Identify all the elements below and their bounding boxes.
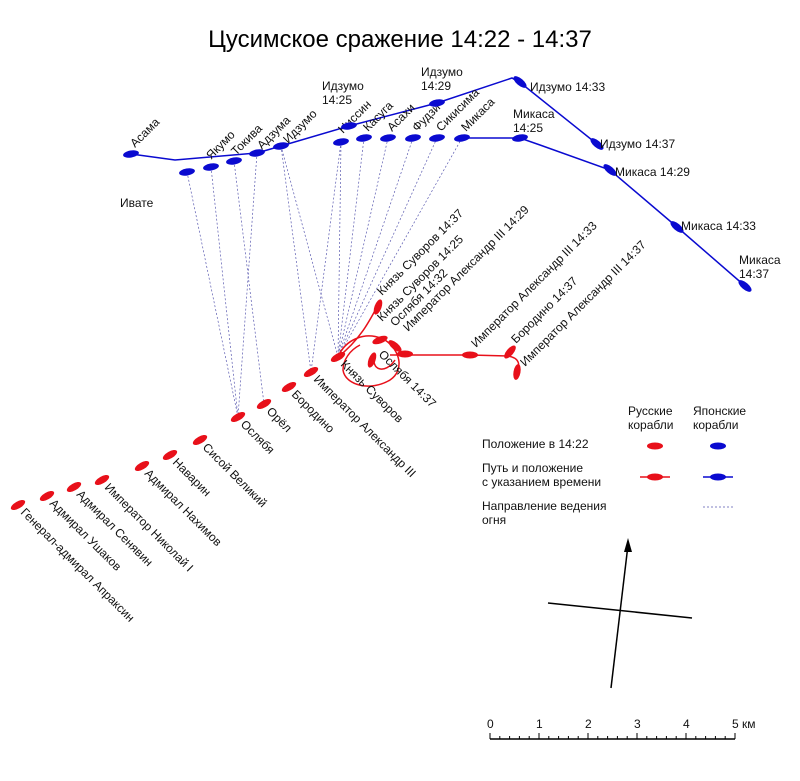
japanese-ship-marker xyxy=(405,134,421,142)
compass-north-south-line xyxy=(610,544,629,689)
russian-track-marker xyxy=(462,351,478,359)
fire-line xyxy=(337,137,389,358)
japanese-track-label: Идзумо 14:25 xyxy=(322,79,364,107)
japanese-track-marker xyxy=(512,134,528,142)
japanese-track-marker xyxy=(341,122,357,130)
russian-ship-marker xyxy=(330,351,346,363)
russian-track-marker xyxy=(397,350,413,358)
fire-line xyxy=(186,171,239,418)
legend: Русские корабли Японские корабли Положение в… xyxy=(482,404,746,527)
legend-col-russian: Русские корабли xyxy=(628,404,673,432)
russian-track-marker xyxy=(367,352,377,368)
legend-track: Путь и положение с указанием времени xyxy=(482,461,601,489)
russian-ship-marker xyxy=(66,481,82,493)
fire-line xyxy=(237,152,258,418)
russian-ship-marker xyxy=(192,434,208,446)
compass xyxy=(547,538,693,689)
russian-ship-marker xyxy=(256,398,272,410)
russian-ship-marker xyxy=(94,474,110,486)
japanese-track-marker xyxy=(513,76,527,88)
diagram-title: Цусимское сражение 14:22 - 14:37 xyxy=(208,26,592,53)
fire-line xyxy=(233,160,265,405)
scale-bar: 0 1 2 3 4 5 км xyxy=(487,717,756,740)
russian-ship-marker xyxy=(134,460,150,472)
legend-col-japanese: Японские корабли xyxy=(693,404,746,432)
russian-ship-marker xyxy=(10,499,26,511)
russian-ship-label: Орёл xyxy=(264,404,295,435)
japanese-ship-marker xyxy=(123,150,139,158)
legend-position: Положение в 14:22 xyxy=(482,437,589,451)
russian-ship-marker xyxy=(303,366,319,378)
fire-lines xyxy=(186,137,463,418)
russian-ship-marker xyxy=(281,381,297,393)
japanese-ship-marker xyxy=(249,149,265,157)
legend-fire: Направление ведения огня xyxy=(482,499,606,527)
legend-russian-marker xyxy=(647,442,663,450)
japanese-track-label: Идзумо 14:37 xyxy=(600,137,675,151)
japanese-ship-marker xyxy=(454,134,470,142)
japanese-track-marker xyxy=(670,221,684,233)
russian-ship-label: Сисой Великий xyxy=(200,440,270,510)
north-arrow-icon xyxy=(624,538,632,552)
japanese-track-label: Микаса 14:25 xyxy=(513,107,555,135)
russian-track-marker xyxy=(373,299,383,315)
scale-tick-label: 3 xyxy=(634,717,641,731)
japanese-ship-marker xyxy=(226,157,242,165)
russian-track-marker xyxy=(388,340,402,352)
fire-line xyxy=(280,145,312,373)
japanese-ship-marker xyxy=(333,138,349,146)
japanese-track-label: Микаса 14:29 xyxy=(615,165,690,179)
japanese-track-label: Идзумо 14:29 xyxy=(421,65,463,93)
russian-track-marker xyxy=(513,364,521,380)
russian-track xyxy=(337,304,520,387)
scale-tick-label: 1 xyxy=(536,717,543,731)
fire-line xyxy=(310,141,342,373)
mikasa-track xyxy=(462,137,746,287)
legend-russian-track-marker xyxy=(647,473,663,481)
japanese-ship-marker xyxy=(429,134,445,142)
japanese-track-label: Идзумо 14:33 xyxy=(530,80,605,94)
russian-ship-label: Ослябя xyxy=(238,417,278,457)
legend-japanese-track-marker xyxy=(710,473,726,481)
russian-ship-marker xyxy=(162,449,178,461)
japanese-track-label: Микаса 14:37 xyxy=(739,253,781,281)
fire-line xyxy=(337,137,438,358)
japanese-track-marker xyxy=(590,138,604,150)
fire-line xyxy=(337,141,342,358)
japanese-ship-marker xyxy=(179,168,195,176)
fire-line xyxy=(337,137,414,358)
russian-track-marker xyxy=(372,335,388,345)
scale-tick-label: 0 xyxy=(487,717,494,731)
scale-tick-label: 2 xyxy=(585,717,592,731)
scale-tick-label: 4 xyxy=(683,717,690,731)
japanese-ship-marker xyxy=(203,163,219,171)
russian-track-marker xyxy=(504,345,516,359)
scale-tick-label: 5 км xyxy=(732,717,756,731)
japanese-ship-marker xyxy=(273,142,289,150)
japanese-ship-marker xyxy=(380,134,396,142)
legend-japanese-marker xyxy=(710,442,726,450)
japanese-ship-label: Ивате xyxy=(120,196,154,210)
japanese-track-marker xyxy=(738,280,752,292)
japanese-track-marker xyxy=(603,164,617,176)
russian-track-label: Император Александр III 14:37 xyxy=(517,237,649,369)
russian-ship-marker xyxy=(39,490,55,502)
japanese-track-label: Микаса 14:33 xyxy=(681,219,756,233)
fire-line xyxy=(280,145,339,358)
japanese-ship-label: Асама xyxy=(127,115,162,150)
fire-line xyxy=(210,166,239,418)
fire-line xyxy=(337,137,463,358)
japanese-track-marker xyxy=(429,99,445,107)
fire-line xyxy=(337,137,365,358)
japanese-ship-marker xyxy=(356,134,372,142)
russian-ship-marker xyxy=(230,411,246,423)
